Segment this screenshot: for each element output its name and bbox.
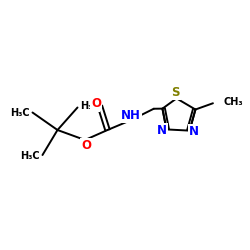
Text: H₃C: H₃C [20, 151, 40, 161]
Text: H₃C: H₃C [10, 108, 30, 118]
Text: CH₃: CH₃ [224, 97, 243, 107]
Text: S: S [171, 86, 179, 100]
Text: O: O [81, 139, 91, 152]
Text: H₃C: H₃C [80, 101, 100, 111]
Text: O: O [91, 97, 101, 110]
Text: NH: NH [121, 109, 141, 122]
Text: N: N [189, 126, 199, 138]
Text: N: N [157, 124, 167, 137]
